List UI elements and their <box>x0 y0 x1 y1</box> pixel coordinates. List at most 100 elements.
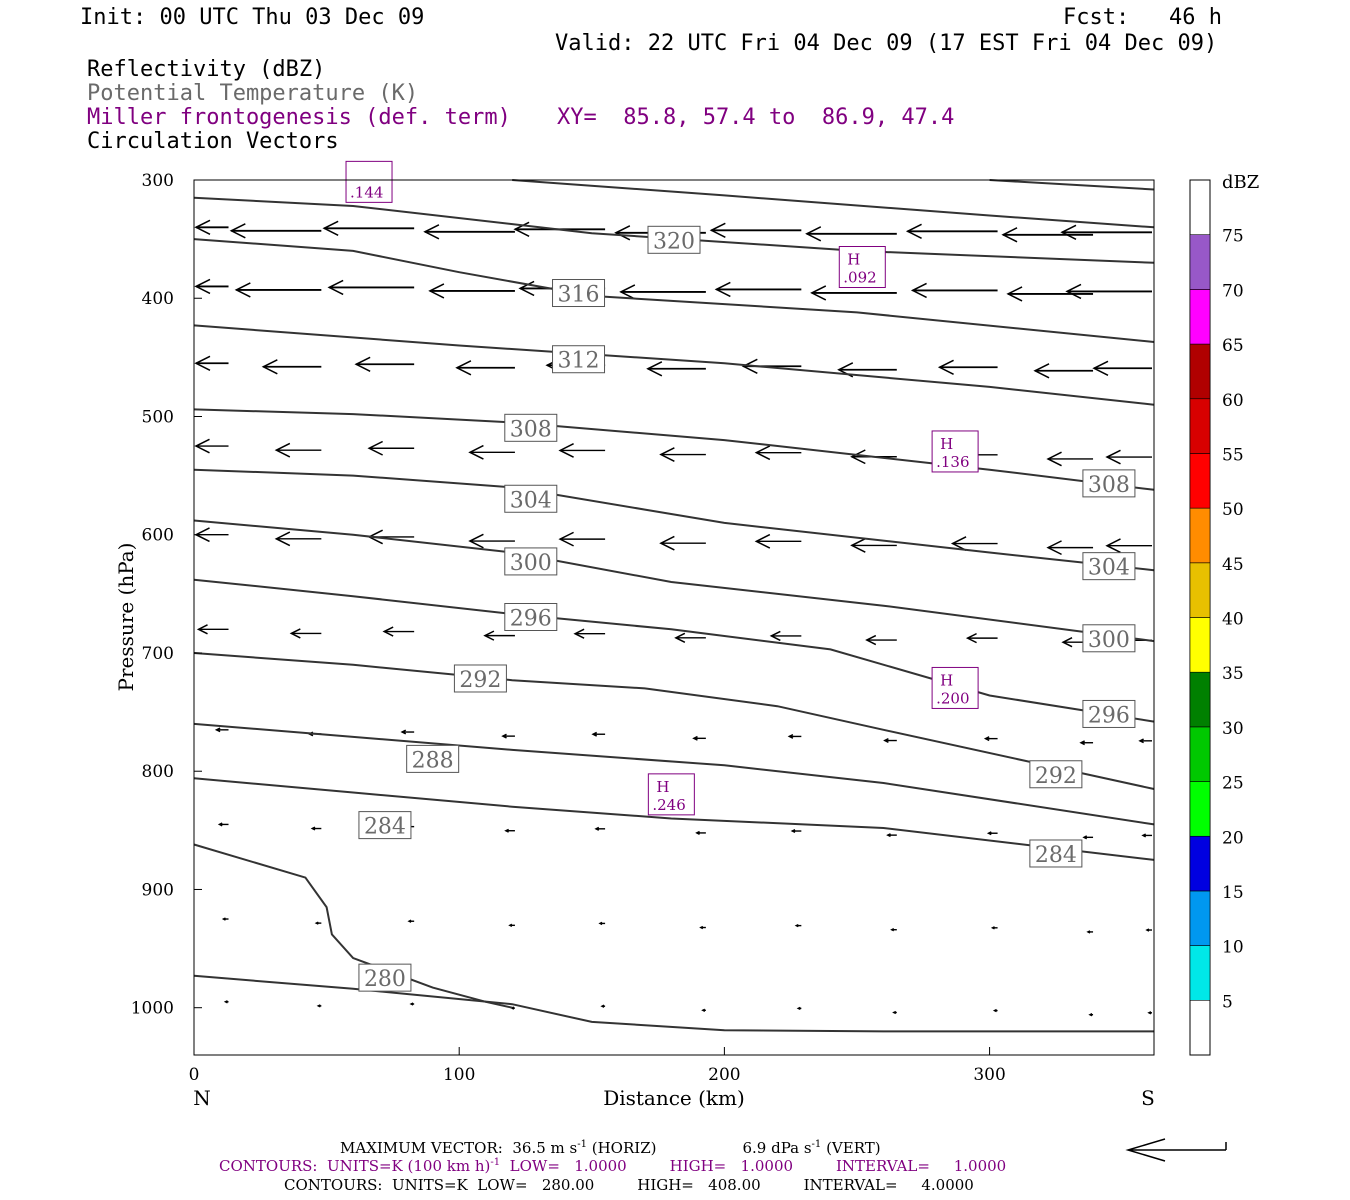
theta-contours <box>193 179 1155 1033</box>
circulation-vector <box>194 438 229 454</box>
circulation-vector <box>1086 930 1094 934</box>
circulation-vector <box>692 735 706 741</box>
colorbar-level-label: 20 <box>1222 828 1244 848</box>
theta-contour-label: 308 <box>504 413 558 442</box>
colorbar-segment <box>1189 945 1211 1001</box>
reflectivity-colorbar: 5 10 15 20 25 30 35 40 45 50 55 60 65 70 75 dBZ <box>1189 172 1259 1056</box>
theta-contour-line <box>193 722 1155 826</box>
svg-text:320: 320 <box>653 229 695 254</box>
circulation-vector <box>1105 449 1152 465</box>
svg-text:H: H <box>940 671 953 689</box>
theta-contour-line <box>193 652 1155 790</box>
circulation-vector <box>1060 224 1152 240</box>
theta-contour-line <box>193 468 1155 572</box>
y-tick-label: 1000 <box>131 999 174 1019</box>
max-vector-horiz-unit-exp: -1 <box>577 1139 587 1150</box>
circulation-vector <box>805 226 897 242</box>
svg-text:.200: .200 <box>936 689 969 707</box>
circulation-vector <box>598 921 606 926</box>
circulation-vector <box>1001 227 1094 243</box>
theta-contour-label: 284 <box>358 811 412 840</box>
theta-contour-line <box>193 238 1155 343</box>
theta-contour-label: 304 <box>1082 552 1136 581</box>
circulation-vector <box>327 279 415 296</box>
svg-text:H: H <box>656 778 669 796</box>
circulation-vector <box>1141 833 1152 838</box>
colorbar-level-label: 35 <box>1222 664 1244 684</box>
reference-vector <box>1125 1138 1227 1162</box>
svg-text:.144: .144 <box>350 183 383 201</box>
frontogenesis-max-label: H.136 <box>931 430 979 473</box>
theta-contour-label: 284 <box>1029 839 1083 868</box>
circulation-vector <box>674 632 706 643</box>
colorbar-segment <box>1189 343 1211 400</box>
valid-time: Valid: 22 UTC Fri 04 Dec 09 (17 EST Fri … <box>555 31 1218 56</box>
circulation-vector <box>591 731 606 737</box>
y-tick-label: 600 <box>142 526 174 546</box>
circulation-vector <box>796 1006 802 1011</box>
svg-text:316: 316 <box>558 283 600 308</box>
circulation-vector <box>695 830 706 835</box>
circulation-vector <box>910 282 998 299</box>
circulation-vector <box>594 826 606 831</box>
circulation-vector <box>769 630 802 642</box>
north-end-label: N <box>193 1086 211 1110</box>
circulation-vector <box>221 917 229 921</box>
circulation-vector <box>382 626 415 637</box>
circulation-vector <box>754 533 802 549</box>
circulation-vector <box>289 628 322 639</box>
frontogenesis-max-label: H.246 <box>647 773 695 816</box>
theta-contour-label: 288 <box>406 744 460 773</box>
circulation-vector <box>886 833 897 838</box>
y-tick-label: 800 <box>142 762 174 782</box>
circulation-vector <box>986 831 998 836</box>
svg-text:300: 300 <box>510 551 552 576</box>
axes: 300 400 500 600 700 800 900 1000 0 100 200 300 <box>131 171 1006 1085</box>
circulation-vector <box>314 921 322 925</box>
circulation-vector <box>937 359 998 375</box>
circulation-vector <box>274 442 322 458</box>
circulation-vector <box>558 443 606 458</box>
circulation-vector <box>1105 538 1152 554</box>
colorbar-level-label: 10 <box>1222 938 1244 958</box>
circulation-vector <box>787 733 802 739</box>
circulation-vector <box>699 925 706 930</box>
circulation-vector <box>659 535 706 551</box>
colorbar-segment <box>1189 562 1211 618</box>
frontogenesis-contour-info: CONTOURS: UNITS=K (100 km h)-1 LOW= 1.00… <box>219 1157 1006 1175</box>
init-time: Init: 00 UTC Thu 03 Dec 09 <box>80 5 425 30</box>
circulation-vector <box>709 222 802 238</box>
plot-frame <box>193 179 1155 1056</box>
circulation-vector <box>223 1000 229 1004</box>
circulation-vector <box>354 356 415 372</box>
circulation-vector <box>483 630 515 641</box>
svg-text:H: H <box>847 251 860 269</box>
theta-contour-line <box>193 408 1155 491</box>
y-tick-label: 700 <box>142 644 174 664</box>
colorbar-level-label: 45 <box>1222 555 1244 575</box>
frontogenesis-contour-units-exp: -1 <box>490 1157 501 1168</box>
circulation-vector <box>990 926 998 930</box>
max-vector-horiz-tag: (HORIZ) <box>586 1139 657 1157</box>
theta-contour-line <box>193 843 513 1009</box>
circulation-vector <box>600 1004 606 1008</box>
circulation-vector <box>196 624 229 635</box>
circulation-vector <box>659 447 706 462</box>
circulation-vector <box>214 727 229 733</box>
x-axis-title: Distance (km) <box>603 1086 745 1110</box>
field-circulation-vectors: Circulation Vectors <box>87 129 339 154</box>
circulation-vector <box>504 828 515 833</box>
theta-contour-line <box>989 179 1155 191</box>
y-tick-label: 400 <box>142 289 174 309</box>
cross-section-endpoints: XY= 85.8, 57.4 to 86.9, 47.4 <box>557 105 955 130</box>
x-tick-label: 300 <box>973 1065 1005 1085</box>
theta-contour-label: 300 <box>1082 624 1136 653</box>
svg-text:284: 284 <box>364 815 406 840</box>
theta-contour-label: 296 <box>1082 699 1136 728</box>
colorbar-segment <box>1189 453 1211 509</box>
svg-text:288: 288 <box>412 748 454 773</box>
circulation-vector <box>1138 738 1152 744</box>
circulation-vector <box>850 538 897 553</box>
colorbar-level-label: 70 <box>1222 281 1244 301</box>
circulation-vector <box>322 220 415 236</box>
